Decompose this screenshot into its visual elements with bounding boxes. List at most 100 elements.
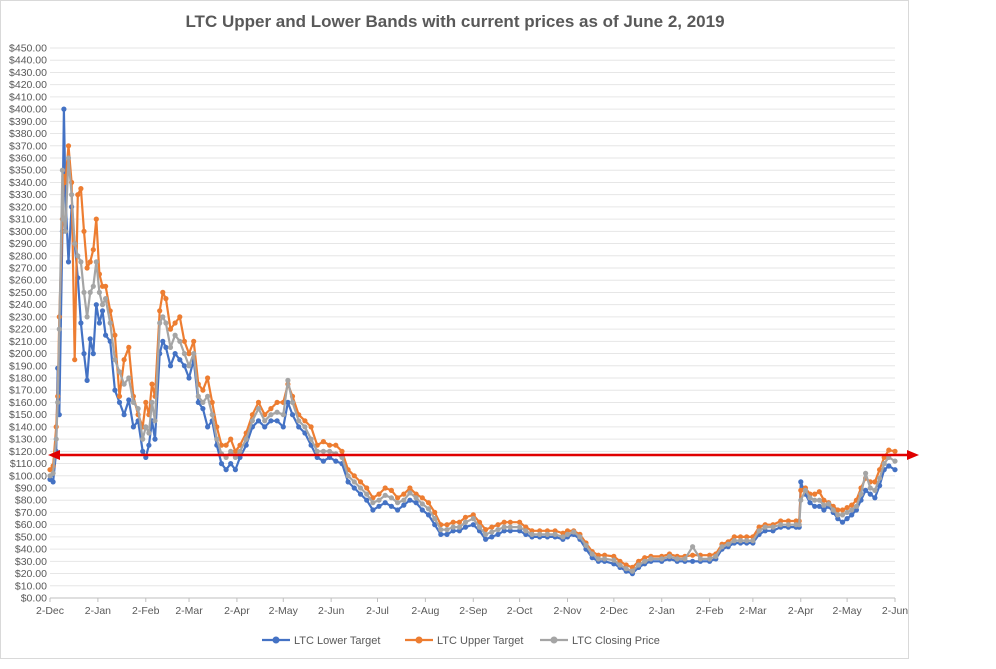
data-point xyxy=(867,485,873,491)
series-line xyxy=(49,156,896,573)
data-point xyxy=(595,556,602,562)
data-point xyxy=(96,289,102,295)
data-point xyxy=(537,528,543,534)
y-tick-label: $150.00 xyxy=(9,409,47,421)
y-tick-label: $340.00 xyxy=(9,177,47,189)
data-point xyxy=(778,518,784,524)
y-tick-label: $330.00 xyxy=(9,189,47,201)
data-point xyxy=(177,314,183,320)
data-point xyxy=(376,497,382,503)
y-tick-label: $390.00 xyxy=(9,116,47,128)
data-point xyxy=(762,524,768,530)
y-tick-label: $100.00 xyxy=(9,470,47,482)
data-point xyxy=(867,491,873,497)
data-point xyxy=(116,393,123,399)
data-point xyxy=(529,528,535,534)
data-point xyxy=(121,357,127,363)
data-point xyxy=(93,259,99,265)
data-point xyxy=(163,320,169,326)
data-point xyxy=(839,519,846,525)
data-point xyxy=(228,448,234,454)
data-point xyxy=(149,399,155,405)
legend-marker xyxy=(272,636,280,644)
data-point xyxy=(205,393,211,399)
y-tick-label: $300.00 xyxy=(9,226,47,238)
data-point xyxy=(152,436,158,442)
data-point xyxy=(844,516,850,522)
data-point xyxy=(186,351,192,357)
data-point xyxy=(517,524,523,530)
data-point xyxy=(84,314,90,320)
data-point xyxy=(143,399,149,405)
data-point xyxy=(456,519,462,525)
data-point xyxy=(407,485,413,491)
y-tick-label: $270.00 xyxy=(9,263,47,275)
data-point xyxy=(59,167,65,173)
y-tick-label: $290.00 xyxy=(9,238,47,250)
data-point xyxy=(78,259,84,265)
data-point xyxy=(65,259,72,265)
data-point xyxy=(523,531,529,538)
data-point xyxy=(501,528,507,534)
data-point xyxy=(130,399,136,405)
y-tick-label: $200.00 xyxy=(9,348,47,360)
legend-label: LTC Closing Price xyxy=(572,635,660,647)
data-point xyxy=(172,351,178,357)
data-point xyxy=(268,406,274,412)
data-point xyxy=(172,320,178,326)
data-point xyxy=(255,399,262,405)
data-point xyxy=(636,558,642,564)
data-point xyxy=(802,487,809,493)
data-point xyxy=(223,467,229,473)
data-point xyxy=(407,497,413,503)
data-point xyxy=(617,562,623,568)
data-point xyxy=(602,552,608,558)
data-point xyxy=(327,448,333,454)
data-point xyxy=(697,556,704,562)
data-point xyxy=(160,289,166,295)
y-tick-label: $310.00 xyxy=(9,214,47,226)
y-tick-label: $420.00 xyxy=(9,79,47,91)
data-point xyxy=(243,436,249,442)
data-point xyxy=(725,541,731,547)
data-point xyxy=(87,259,93,265)
data-point xyxy=(191,351,197,357)
data-point xyxy=(268,412,274,418)
data-point xyxy=(195,399,201,405)
data-point xyxy=(744,538,750,544)
data-point xyxy=(849,512,855,518)
data-point xyxy=(629,568,636,574)
x-tick-label: 2-Apr xyxy=(788,605,814,617)
y-tick-label: $170.00 xyxy=(9,385,47,397)
data-point xyxy=(844,509,850,515)
data-point xyxy=(262,418,268,424)
data-point xyxy=(642,558,648,564)
legend-label: LTC Upper Target xyxy=(437,635,523,647)
data-point xyxy=(249,418,255,424)
data-point xyxy=(143,424,149,430)
data-point xyxy=(770,524,776,530)
data-point xyxy=(274,418,280,424)
x-tick-label: 2-Nov xyxy=(553,605,582,617)
data-point xyxy=(690,544,696,550)
data-point xyxy=(65,155,72,161)
data-point xyxy=(228,436,234,442)
data-point xyxy=(666,553,673,560)
data-point xyxy=(87,289,93,295)
data-point xyxy=(495,522,501,528)
data-point xyxy=(218,461,225,467)
y-tick-label: $140.00 xyxy=(9,421,47,433)
data-point xyxy=(450,524,456,530)
data-point xyxy=(719,544,725,550)
data-point xyxy=(419,501,425,507)
data-point xyxy=(501,519,507,525)
y-tick-label: $440.00 xyxy=(9,55,47,67)
y-tick-label: $0.00 xyxy=(21,593,47,605)
data-point xyxy=(112,387,118,393)
data-point xyxy=(796,522,802,528)
data-point xyxy=(140,436,146,442)
y-tick-label: $320.00 xyxy=(9,201,47,213)
data-point xyxy=(285,399,291,405)
x-axis-ticks: 2-Dec 2-Jan 2-Feb 2-Mar 2-Apr 2-May 2-Jun 2-Jul… xyxy=(36,598,908,617)
reference-line-group xyxy=(48,450,919,460)
